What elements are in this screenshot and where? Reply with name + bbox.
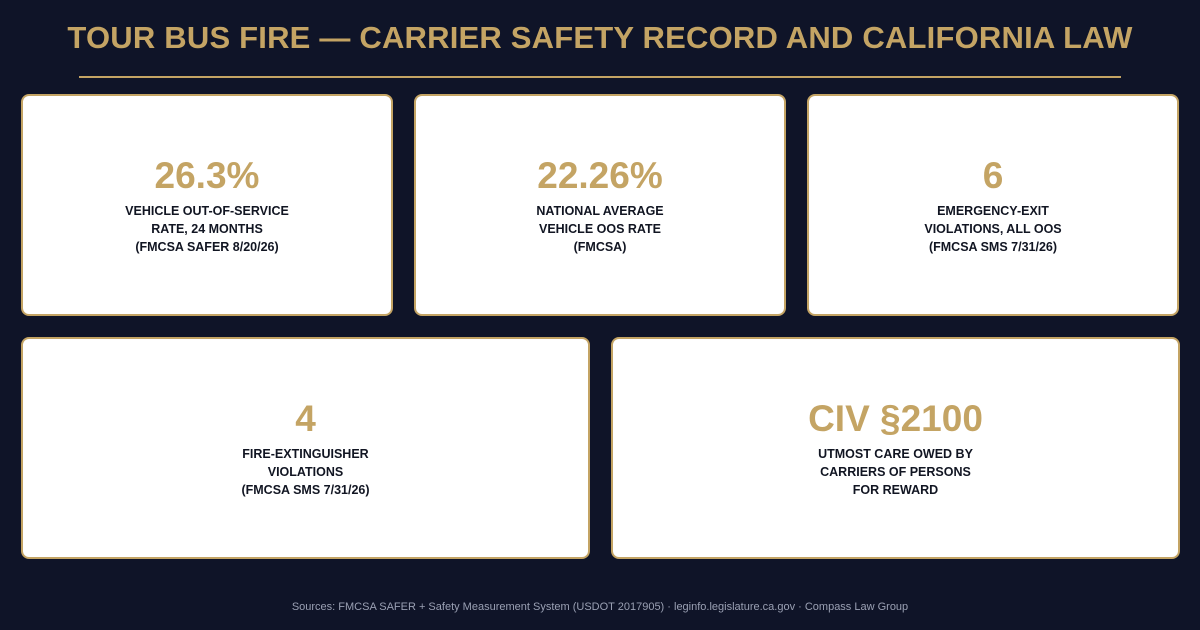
stat-card-vehicle-oos-rate: 26.3% VEHICLE OUT-OF-SERVICE RATE, 24 MO… bbox=[21, 94, 393, 316]
title-divider bbox=[79, 76, 1121, 78]
stat-value: 26.3% bbox=[154, 155, 260, 196]
stat-card-emergency-exit-violations: 6 EMERGENCY-EXIT VIOLATIONS, ALL OOS (FM… bbox=[807, 94, 1179, 316]
stat-label: NATIONAL AVERAGE VEHICLE OOS RATE (FMCSA… bbox=[536, 204, 664, 254]
stat-label: EMERGENCY-EXIT VIOLATIONS, ALL OOS (FMCS… bbox=[924, 204, 1062, 254]
stat-card-civil-code: CIV §2100 UTMOST CARE OWED BY CARRIERS O… bbox=[611, 337, 1180, 559]
stat-card-national-oos-rate: 22.26% NATIONAL AVERAGE VEHICLE OOS RATE… bbox=[414, 94, 786, 316]
stat-value: CIV §2100 bbox=[808, 398, 983, 439]
stat-label: VEHICLE OUT-OF-SERVICE RATE, 24 MONTHS (… bbox=[125, 204, 289, 254]
stat-card-fire-extinguisher-violations: 4 FIRE-EXTINGUISHER VIOLATIONS (FMCSA SM… bbox=[21, 337, 590, 559]
stat-value: 4 bbox=[295, 398, 316, 439]
sources-footer: Sources: FMCSA SAFER + Safety Measuremen… bbox=[291, 601, 909, 613]
page-title: TOUR BUS FIRE — CARRIER SAFETY RECORD AN… bbox=[67, 20, 1133, 55]
stat-value: 6 bbox=[982, 155, 1004, 196]
stat-label: FIRE-EXTINGUISHER VIOLATIONS (FMCSA SMS … bbox=[241, 447, 370, 497]
stat-value: 22.26% bbox=[537, 155, 663, 196]
stat-label: UTMOST CARE OWED BY CARRIERS OF PERSONS … bbox=[818, 447, 973, 497]
